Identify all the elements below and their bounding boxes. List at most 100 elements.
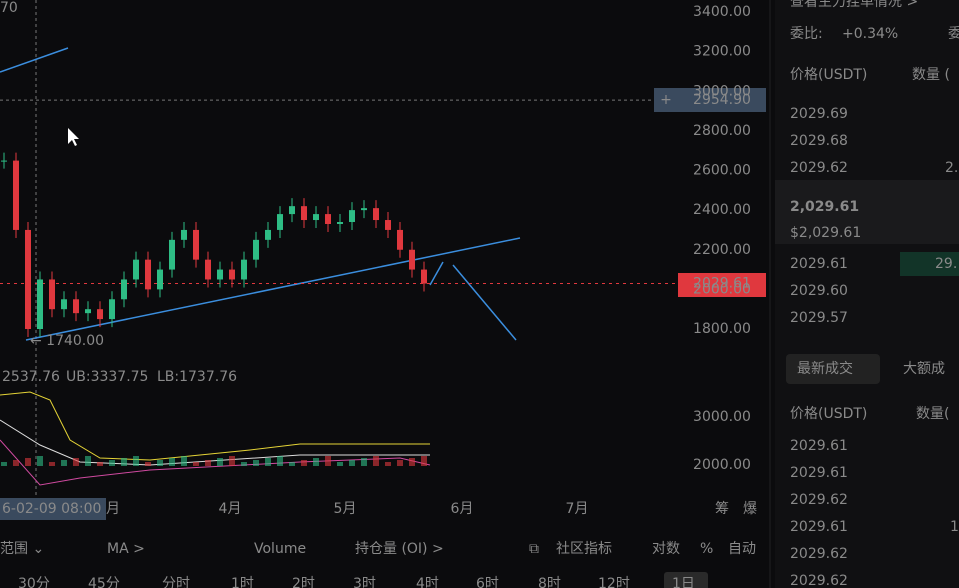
candle [337,222,343,224]
candle [277,214,283,230]
corner-icon[interactable]: 筹 [715,500,729,517]
interval[interactable]: 3时 [353,576,376,588]
indicator-lb: LB:1737.76 [157,369,237,385]
crosshair-plus: + [660,92,672,108]
candle [313,214,319,221]
volume-bar [49,462,55,466]
volume-bar [361,458,367,466]
trade-price: 2029.61 [790,438,848,454]
bid-depth [900,252,959,276]
volume-bar [253,460,259,466]
candle [85,309,91,314]
volume-bar [61,460,67,466]
interval[interactable]: 6时 [476,576,499,588]
y-tick-label: 2600.00 [693,163,751,179]
ask-price: 2029.62 [790,160,848,176]
volume-bar [397,460,403,466]
interval[interactable]: 12时 [598,576,630,588]
trend-line [25,237,521,341]
trend-line [452,264,517,341]
candle [145,259,151,290]
y-tick-label: 1800.00 [693,321,751,337]
ratio: +0.34% [842,26,898,42]
volume-bar [109,460,115,466]
interval[interactable]: 1时 [231,576,254,588]
interval[interactable]: 4时 [416,576,439,588]
trade-price: 2029.61 [790,465,848,481]
volume-bar [97,462,103,466]
bid-price: 2029.60 [790,283,848,299]
interval[interactable]: 45分 [88,576,120,588]
y-tick-label: 3000.00 [693,83,751,99]
volume-bar [373,456,379,466]
volume-bar [145,462,151,466]
col-qty: 数量( [916,406,949,422]
volume-bar [13,460,19,466]
interval[interactable]: 30分 [18,576,50,588]
candle [109,299,115,320]
y-tick-label: 2000.00 [693,457,751,473]
toolbar-item[interactable]: Volume [254,541,306,557]
y-tick-label: 3400.00 [693,4,751,20]
volume-bar [277,456,283,466]
x-tick-label: 4月 [219,501,242,517]
ratio-label: 委比: [790,26,823,42]
candle [253,239,259,260]
trend-line [429,261,444,286]
lb-line [0,439,431,486]
toolbar-item[interactable]: 社区指标 [556,541,612,557]
interval-active[interactable] [664,572,708,588]
interval[interactable]: 2时 [292,576,315,588]
candle [397,229,403,250]
volume-bar [289,462,295,466]
x-tick-label: 月 [106,501,120,517]
interval[interactable]: 1日 [672,576,695,588]
y-tick-label: 2200.00 [693,242,751,258]
chart-bg [0,0,770,588]
candle [73,299,79,314]
volume-bar [409,458,415,466]
toolbar-item[interactable]: 持仓量 (OI) > [355,541,444,557]
trend-line [0,47,69,73]
volume-bar [217,458,223,466]
trade-price: 2029.62 [790,573,848,588]
y-tick-label: 2800.00 [693,123,751,139]
trade-price: 2029.62 [790,546,848,562]
volume-bar [325,456,331,466]
toolbar-item[interactable]: MA > [107,541,145,557]
toolbar-item[interactable]: % [700,541,713,557]
tab-active[interactable] [786,354,880,384]
date-label: 6-02-09 08:00 [2,501,101,517]
last-price-label: 2029.61 [693,276,751,292]
candle [241,259,247,280]
bid-price: 2029.57 [790,310,848,326]
candle [385,220,391,230]
panel-bg [775,0,959,588]
candle [205,259,211,280]
toolbar-item[interactable]: 自动 [728,541,756,557]
corner-icon[interactable]: 爆 [743,501,757,517]
last-price-usd: $2,029.61 [790,225,861,241]
candle [229,269,235,280]
tab[interactable]: 最新成交 [797,360,853,377]
toolbar-item[interactable]: 范围 ⌄ [0,540,44,557]
y-tick-label: 3200.00 [693,44,751,60]
price-box [678,273,766,297]
volume-bar [205,460,211,466]
indicator-ub: UB:3337.75 [66,369,148,385]
candle [349,210,355,223]
volume-bar [181,456,187,466]
panel-header: 查看主力挂单情况 > [790,0,918,10]
col-qty: 数量 ( [912,67,950,83]
trade-qty: 1 [950,519,959,535]
candle [373,208,379,221]
volume-bar [229,456,235,466]
volume-bar [85,456,91,466]
candle [13,160,19,230]
interval[interactable]: 分时 [162,576,190,588]
crosshair-box [654,88,766,112]
toolbar-item[interactable]: 对数 [652,541,680,557]
tab[interactable]: 大额成 [903,361,945,377]
interval[interactable]: 8时 [538,576,561,588]
